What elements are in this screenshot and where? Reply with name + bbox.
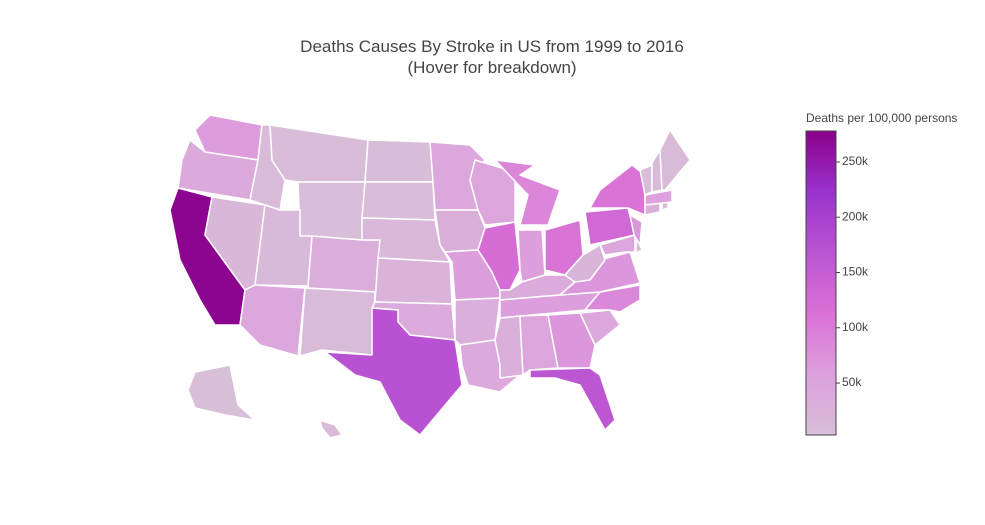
state bbox=[187, 364, 256, 421]
colorbar-tick-label: 250k bbox=[842, 154, 869, 168]
chart-title: Deaths Causes By Stroke in US from 1999 … bbox=[300, 37, 684, 56]
state bbox=[269, 124, 369, 183]
state bbox=[364, 139, 434, 183]
state bbox=[494, 159, 561, 226]
state bbox=[589, 164, 646, 216]
map bbox=[169, 114, 691, 439]
colorbar-tick-label: 200k bbox=[842, 209, 869, 223]
chart-subtitle: (Hover for breakdown) bbox=[407, 58, 576, 77]
state bbox=[454, 297, 501, 346]
state bbox=[434, 209, 486, 253]
state bbox=[659, 129, 691, 191]
state bbox=[644, 189, 673, 206]
state bbox=[239, 284, 306, 357]
state bbox=[297, 181, 366, 241]
state bbox=[529, 367, 616, 431]
state bbox=[629, 214, 643, 246]
colorbar-tick-label: 100k bbox=[842, 320, 869, 334]
state bbox=[374, 257, 453, 305]
state bbox=[579, 309, 621, 346]
state bbox=[547, 312, 596, 369]
colorbar bbox=[805, 130, 837, 436]
colorbar-title: Deaths per 100,000 persons bbox=[806, 111, 957, 125]
state bbox=[307, 235, 381, 293]
colorbar-tick-label: 50k bbox=[842, 375, 862, 389]
state bbox=[319, 419, 343, 439]
state bbox=[517, 229, 546, 283]
state bbox=[324, 307, 463, 436]
state bbox=[299, 287, 376, 357]
state bbox=[361, 181, 436, 221]
colorbar-tick-label: 150k bbox=[842, 265, 869, 279]
state bbox=[599, 234, 636, 256]
